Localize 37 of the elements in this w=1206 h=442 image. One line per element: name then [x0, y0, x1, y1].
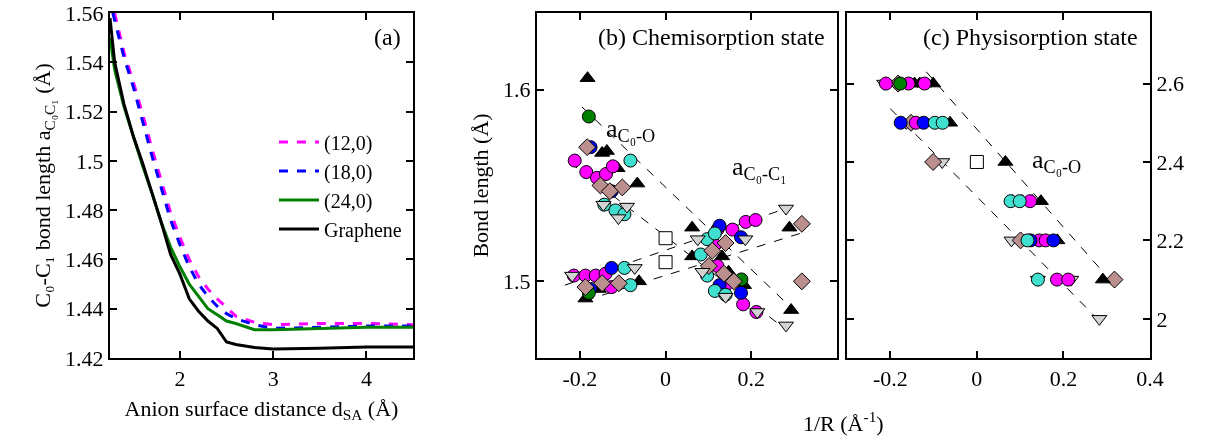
y-tick-label: 1.6 — [503, 77, 531, 103]
x-axis-title: Anion surface distance d$_{SA}$ (Å) — [124, 395, 399, 424]
x-tick-label: 0 — [660, 366, 672, 392]
annotation: a$_{C₀-C₁}$ — [732, 152, 787, 185]
x-tick-label: 0.2 — [1049, 366, 1078, 392]
annotation: (a) — [374, 24, 401, 50]
y-axis-title: Bond length (Å) — [468, 113, 494, 258]
legend-label: (12,0) — [323, 131, 373, 155]
y-tick-label: 2.2 — [1156, 228, 1184, 254]
annotation: (b) Chemisorption state — [598, 24, 825, 50]
y-tick-label: 2.4 — [1156, 149, 1184, 175]
x-tick-label: 4 — [360, 366, 372, 392]
x-tick-label: -0.2 — [562, 366, 598, 392]
x-tick-label: 0 — [971, 366, 983, 392]
y-tick-label: 1.46 — [65, 247, 104, 273]
y-tick-label: 1.42 — [65, 345, 104, 371]
y-tick-label: 1.5 — [76, 148, 104, 174]
x-tick-label: 0.2 — [737, 366, 766, 392]
legend-label: Graphene — [323, 218, 402, 242]
y-tick-label: 1.44 — [65, 296, 104, 322]
annotation: a$_{C₀-O}$ — [1032, 145, 1082, 178]
y-tick-label: 1.52 — [65, 99, 104, 125]
legend-label: (18,0) — [323, 160, 373, 184]
y-tick-label: 1.54 — [65, 49, 104, 75]
annotation: a$_{C₀-O}$ — [606, 114, 656, 147]
y-tick-label: 2 — [1156, 306, 1168, 332]
legend-label: (24,0) — [323, 189, 373, 213]
annotation: (c) Physisorption state — [923, 24, 1138, 50]
x-tick-label: -0.2 — [872, 366, 908, 392]
x-tick-label: 0.4 — [1136, 366, 1164, 392]
x-axis-title: 1/R (Å$^{-1}$) — [803, 408, 884, 437]
y-tick-label: 1.48 — [65, 197, 104, 223]
x-tick-label: 2 — [174, 366, 186, 392]
y-tick-label: 2.6 — [1156, 71, 1184, 97]
y-tick-label: 1.5 — [503, 269, 531, 295]
x-tick-label: 3 — [267, 366, 279, 392]
y-tick-label: 1.56 — [65, 0, 104, 26]
